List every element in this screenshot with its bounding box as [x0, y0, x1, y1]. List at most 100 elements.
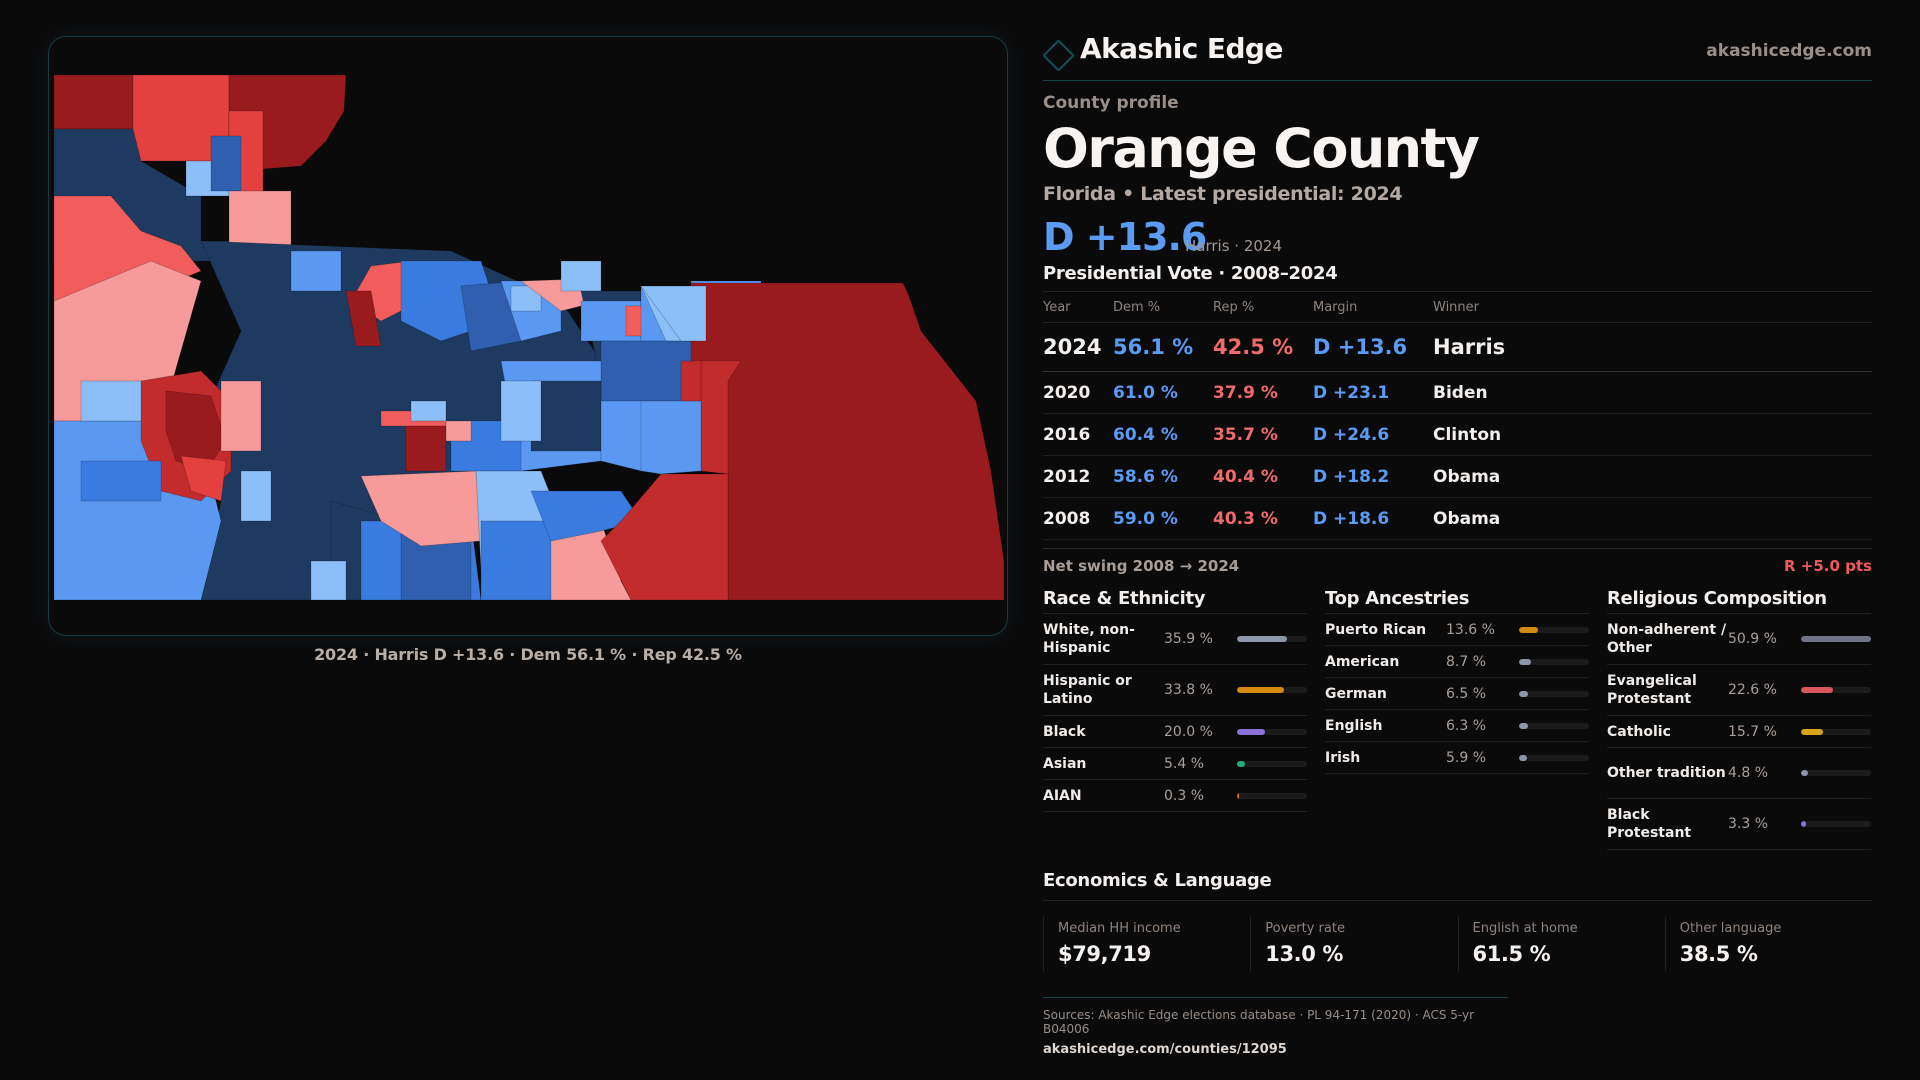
precinct-shape[interactable] [80, 460, 162, 502]
precinct-shape[interactable] [680, 360, 702, 402]
column-header-year: Year [1043, 291, 1113, 323]
headline-margin: D +13.6 [1043, 215, 1207, 259]
precinct-shape[interactable] [180, 455, 227, 502]
precinct-shape[interactable] [410, 400, 447, 422]
stat-row: Hispanic or Latino 33.8 % [1043, 665, 1307, 716]
stat-row: Other tradition 4.8 % [1607, 748, 1871, 799]
stat-bar-track [1519, 722, 1589, 729]
column-header-dem: Dem % [1113, 291, 1213, 323]
econ-value: 13.0 % [1265, 942, 1344, 966]
stat-bar-track [1237, 792, 1307, 799]
precinct-shape[interactable] [640, 285, 707, 342]
cell-winner: Clinton [1433, 413, 1872, 456]
stat-bar-fill [1519, 722, 1528, 729]
precinct-shape[interactable] [560, 260, 602, 292]
precinct-shape[interactable] [500, 380, 542, 442]
precinct-shape[interactable] [640, 400, 702, 475]
stat-bar-fill [1801, 687, 1833, 693]
cell-winner: Obama [1433, 455, 1872, 498]
stat-bar-track [1519, 658, 1589, 665]
precinct-map-svg[interactable] [49, 37, 1007, 635]
cell-winner: Obama [1433, 497, 1872, 540]
stat-row: Irish 5.9 % [1325, 742, 1589, 774]
cell-margin: D +18.6 [1313, 497, 1433, 540]
page-subtitle: Florida • Latest presidential: 2024 [1043, 183, 1403, 205]
table-row: 2012 58.6 % 40.4 % D +18.2 Obama [1043, 455, 1872, 498]
column-header-winner: Winner [1433, 291, 1872, 323]
stat-bar-track [1801, 687, 1871, 693]
precinct-shape[interactable] [360, 470, 482, 547]
stat-row: Catholic 15.7 % [1607, 716, 1871, 748]
stat-label: Evangelical Protestant [1607, 673, 1697, 707]
precinct-shape[interactable] [220, 380, 262, 452]
stat-row: Black Protestant 3.3 % [1607, 799, 1871, 850]
stat-label: Catholic [1607, 723, 1671, 740]
stat-bar-track [1519, 690, 1589, 697]
stat-value: 0.3 % [1164, 787, 1205, 804]
stat-row: AIAN 0.3 % [1043, 780, 1307, 812]
stat-label: Black Protestant [1607, 807, 1692, 841]
cell-rep: 40.4 % [1213, 455, 1313, 498]
cell-dem: 58.6 % [1113, 455, 1213, 498]
stat-value: 6.3 % [1446, 717, 1487, 734]
econ-cell-median-income: Median HH income $79,719 [1043, 917, 1250, 971]
stat-label: Puerto Rican [1325, 621, 1427, 638]
stat-bar-fill [1801, 770, 1808, 776]
religion-section: Religious Composition Non-adherent / Oth… [1607, 585, 1871, 850]
cell-year: 2020 [1043, 371, 1113, 414]
net-swing-row: Net swing 2008 → 2024 R +5.0 pts [1043, 548, 1872, 579]
stat-bar-fill [1237, 728, 1265, 735]
precinct-shape[interactable] [690, 282, 1005, 601]
cell-margin: D +23.1 [1313, 371, 1433, 414]
stat-bar-fill [1237, 792, 1239, 799]
column-header-margin: Margin [1313, 291, 1433, 323]
precinct-shape[interactable] [228, 190, 292, 252]
headline-winner: Harris · 2024 [1185, 237, 1283, 255]
stat-label: English [1325, 717, 1383, 734]
eyebrow-label: County profile [1043, 93, 1179, 113]
stat-row: Asian 5.4 % [1043, 748, 1307, 780]
stat-row: English 6.3 % [1325, 710, 1589, 742]
cell-margin: D +24.6 [1313, 413, 1433, 456]
stat-row: Non-adherent / Other 50.9 % [1607, 614, 1871, 665]
precinct-shape[interactable] [530, 380, 602, 452]
precinct-shape[interactable] [310, 560, 347, 601]
cell-margin: D +13.6 [1313, 322, 1433, 372]
brand-url[interactable]: akashicedge.com [1706, 41, 1872, 61]
economics-section-title: Economics & Language [1043, 870, 1872, 901]
stat-bar-track [1801, 770, 1871, 776]
stat-bar-fill [1519, 658, 1532, 665]
stat-bar-fill [1519, 626, 1539, 633]
precinct-map[interactable] [48, 36, 1008, 636]
stat-row: Puerto Rican 13.6 % [1325, 614, 1589, 646]
stat-bar-track [1237, 636, 1307, 642]
economics-grid: Median HH income $79,719 Poverty rate 13… [1043, 917, 1872, 971]
precinct-shape[interactable] [345, 290, 382, 347]
stat-bar-track [1519, 626, 1589, 633]
stat-label: AIAN [1043, 787, 1082, 804]
stat-label: White, non-Hispanic [1043, 622, 1135, 656]
stat-bar-fill [1237, 687, 1285, 693]
precinct-shape[interactable] [240, 470, 272, 522]
precinct-shape[interactable] [445, 420, 472, 442]
precinct-shape[interactable] [600, 473, 729, 601]
stat-value: 5.9 % [1446, 749, 1487, 766]
brand-name: Akashic Edge [1080, 32, 1283, 65]
precinct-shape[interactable] [53, 74, 134, 130]
footer: Sources: Akashic Edge elections database… [1043, 997, 1508, 1057]
stat-value: 6.5 % [1446, 685, 1487, 702]
presidential-vote-table: Year Dem % Rep % Margin Winner 2024 56.1… [1043, 291, 1872, 540]
precinct-shape[interactable] [210, 135, 242, 192]
footer-url[interactable]: akashicedge.com/counties/12095 [1043, 1042, 1287, 1057]
stat-value: 3.3 % [1728, 816, 1769, 832]
cell-rep: 40.3 % [1213, 497, 1313, 540]
stat-value: 5.4 % [1164, 755, 1205, 772]
economics-section: Economics & Language Median HH income $7… [1043, 870, 1872, 971]
diamond-outline-icon [1042, 39, 1075, 72]
net-swing-value: R +5.0 pts [1784, 557, 1872, 575]
precinct-shape[interactable] [290, 250, 342, 292]
precinct-shape[interactable] [405, 420, 447, 472]
stat-value: 33.8 % [1164, 682, 1213, 698]
table-row: 2008 59.0 % 40.3 % D +18.6 Obama [1043, 497, 1872, 540]
stat-row: German 6.5 % [1325, 678, 1589, 710]
